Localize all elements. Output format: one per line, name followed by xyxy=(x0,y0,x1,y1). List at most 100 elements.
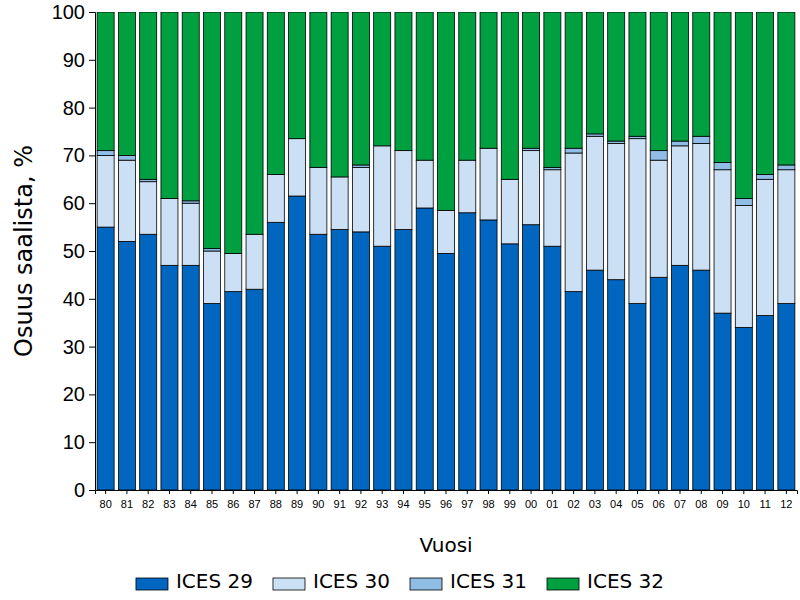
y-tick-label: 80 xyxy=(63,97,85,119)
y-tick-label: 100 xyxy=(52,1,85,23)
y-tick: 100 xyxy=(52,1,95,23)
x-tick-mark xyxy=(275,490,276,494)
bar-segment xyxy=(246,234,263,289)
x-tick-label: 87 xyxy=(248,498,260,510)
bar-segment xyxy=(608,280,625,490)
x-tick-label: 12 xyxy=(780,498,792,510)
bar-segment xyxy=(182,265,199,490)
bar-segment xyxy=(629,304,646,490)
bar-segment xyxy=(671,265,688,490)
bar-segment xyxy=(714,170,731,313)
bar-segment xyxy=(225,12,242,253)
y-tick-mark xyxy=(89,251,95,252)
x-tick-label: 84 xyxy=(185,498,197,510)
bar-segment xyxy=(140,182,157,235)
bar-segment xyxy=(416,160,433,208)
bar-segment xyxy=(416,12,433,160)
x-tick-label: 01 xyxy=(546,498,558,510)
bar-segment xyxy=(289,196,306,490)
y-tick-label: 10 xyxy=(63,431,85,453)
y-tick-mark xyxy=(89,299,95,300)
x-tick-mark xyxy=(382,490,383,494)
x-tick-label: 10 xyxy=(738,498,750,510)
bar-segment xyxy=(310,12,327,167)
x-tick-label: 85 xyxy=(206,498,218,510)
bar-segment xyxy=(140,234,157,490)
bar-segment xyxy=(267,175,284,223)
bar-segment xyxy=(608,12,625,141)
bar-segment xyxy=(161,198,178,265)
legend-swatch xyxy=(410,578,442,590)
x-tick-label: 81 xyxy=(121,498,133,510)
x-tick: 10 xyxy=(738,490,750,510)
x-tick-label: 88 xyxy=(270,498,282,510)
x-tick: 11 xyxy=(759,490,770,510)
x-tick: 83 xyxy=(163,490,175,510)
bar-segment xyxy=(246,12,263,234)
x-tick: 92 xyxy=(355,490,367,510)
x-tick: 06 xyxy=(653,490,665,510)
legend-swatch xyxy=(136,578,168,590)
bar-segment xyxy=(735,206,752,328)
x-tick-mark xyxy=(594,490,595,494)
y-tick-label: 90 xyxy=(63,49,85,71)
x-tick-label: 05 xyxy=(631,498,643,510)
bar-segment xyxy=(693,12,710,136)
y-tick: 50 xyxy=(63,240,95,262)
bar-segment xyxy=(203,12,220,249)
legend-label: ICES 31 xyxy=(450,569,527,593)
x-tick-mark xyxy=(126,490,127,494)
x-tick: 95 xyxy=(419,490,431,510)
bar-segment xyxy=(735,327,752,490)
bar-segment xyxy=(97,227,114,490)
bar-segment xyxy=(459,160,476,213)
bar-segment xyxy=(650,277,667,490)
x-tick-label: 80 xyxy=(100,498,112,510)
y-tick: 10 xyxy=(63,431,95,453)
bar-segment xyxy=(395,12,412,151)
bar-segment xyxy=(778,165,795,170)
x-tick: 09 xyxy=(716,490,728,510)
x-tick-mark xyxy=(680,490,681,494)
bar-segment xyxy=(182,12,199,201)
legend-label: ICES 29 xyxy=(176,569,253,593)
x-tick: 08 xyxy=(695,490,707,510)
y-tick-mark xyxy=(89,394,95,395)
x-tick-mark xyxy=(573,490,574,494)
bar-segment xyxy=(693,136,710,143)
x-tick-label: 98 xyxy=(482,498,494,510)
x-tick-label: 04 xyxy=(610,498,622,510)
bar-segment xyxy=(501,179,518,244)
x-tick: 03 xyxy=(589,490,601,510)
bar-segment xyxy=(118,160,135,241)
x-tick-label: 89 xyxy=(291,498,303,510)
x-tick: 88 xyxy=(270,490,282,510)
y-tick: 30 xyxy=(63,336,95,358)
x-axis: 8081828384858687888990919293949596979899… xyxy=(96,490,798,510)
x-tick-mark xyxy=(339,490,340,494)
x-tick-mark xyxy=(467,490,468,494)
bar-segment xyxy=(118,155,135,160)
y-tick-mark xyxy=(89,12,95,13)
bar-segment xyxy=(608,143,625,279)
bar-segment xyxy=(523,151,540,225)
x-tick: 90 xyxy=(312,490,324,510)
x-tick-mark xyxy=(360,490,361,494)
x-tick: 02 xyxy=(568,490,580,510)
y-tick-label: 20 xyxy=(63,383,85,405)
legend: ICES 29ICES 30ICES 31ICES 32 xyxy=(136,569,664,593)
x-tick: 07 xyxy=(674,490,686,510)
y-tick-label: 50 xyxy=(63,240,85,262)
bar-segment xyxy=(331,12,348,177)
bar-segment xyxy=(352,12,369,165)
bar-segment xyxy=(459,213,476,490)
legend-item: ICES 30 xyxy=(273,569,390,593)
bar-segment xyxy=(778,304,795,490)
legend-item: ICES 29 xyxy=(136,569,253,593)
bar-segment xyxy=(586,12,603,134)
bar-segment xyxy=(480,220,497,490)
bar-segment xyxy=(331,177,348,230)
bar-segment xyxy=(97,151,114,156)
x-tick-label: 92 xyxy=(355,498,367,510)
bar-segment xyxy=(267,12,284,175)
